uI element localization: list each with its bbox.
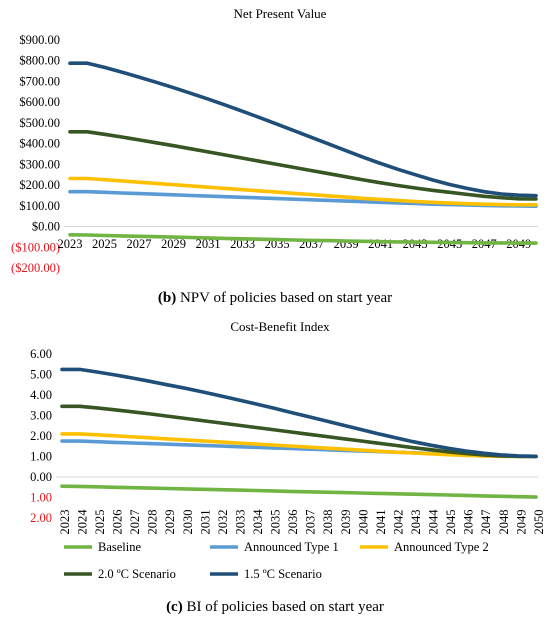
x-tick-label: 2042 <box>391 510 405 535</box>
x-tick-label: 2047 <box>479 510 493 535</box>
caption-text: NPV of policies based on start year <box>176 290 392 306</box>
x-tick-label: 2037 <box>304 510 318 535</box>
y-tick-label: 3.00 <box>30 409 52 423</box>
caption-text: BI of policies based on start year <box>183 599 384 615</box>
series-lines <box>68 61 538 245</box>
series-line <box>60 432 538 459</box>
x-tick-label: 2029 <box>161 237 186 251</box>
x-tick-label: 2050 <box>532 510 546 535</box>
y-tick-label: 5.00 <box>30 368 52 382</box>
series-line <box>68 233 538 245</box>
bi-chart: Cost-Benefit Index 6.00 5.00 4.00 3.00 2.00 1… <box>30 319 546 615</box>
caption: (b) NPV of policies based on start year <box>158 290 392 306</box>
series-line <box>60 484 538 499</box>
x-tick-label: 2039 <box>339 510 353 535</box>
x-tick-label: 2044 <box>427 509 441 535</box>
series-line <box>68 176 538 207</box>
x-tick-label: 2032 <box>216 510 230 535</box>
x-tick-label: 2041 <box>374 510 388 535</box>
x-tick-label: 2046 <box>462 510 476 535</box>
x-tick-label: 2045 <box>444 510 458 535</box>
x-tick-label: 2035 <box>269 510 283 535</box>
x-axis-labels: 2023 2024 2025 2026 2027 2028 2029 2030 2031 2032… <box>58 509 546 535</box>
caption: (c) BI of policies based on start year <box>166 599 384 615</box>
x-tick-label: 2027 <box>128 510 142 535</box>
y-tick-label: 1.00 <box>30 450 52 464</box>
y-tick-label: $900.00 <box>19 33 60 47</box>
x-tick-label: 2025 <box>93 510 107 535</box>
legend-label: Baseline <box>98 540 141 554</box>
y-tick-label: 4.00 <box>30 388 52 402</box>
x-tick-label: 2023 <box>58 237 83 251</box>
y-axis-labels: 6.00 5.00 4.00 3.00 2.00 1.00 0.00 1.00 2.00 <box>30 347 52 525</box>
chart-title: Net Present Value <box>234 6 327 21</box>
x-tick-label: 2048 <box>497 510 511 535</box>
y-tick-label: 2.00 <box>30 511 52 525</box>
legend-label: 1.5 ºC Scenario <box>244 567 322 581</box>
chart-title: Cost-Benefit Index <box>230 319 330 334</box>
series-line <box>68 130 538 201</box>
x-tick-label: 2027 <box>127 237 152 251</box>
legend-label: 2.0 ºC Scenario <box>98 567 176 581</box>
x-tick-label: 2041 <box>368 237 393 251</box>
x-tick-label: 2043 <box>409 510 423 535</box>
y-tick-label: $0.00 <box>32 220 60 234</box>
x-tick-label: 2033 <box>233 510 247 535</box>
y-tick-label: 6.00 <box>30 347 52 361</box>
x-tick-label: 2023 <box>58 510 72 535</box>
y-tick-label: $400.00 <box>19 137 60 151</box>
x-tick-label: 2031 <box>198 510 212 535</box>
y-tick-label: $300.00 <box>19 157 60 171</box>
x-tick-label: 2049 <box>514 510 528 535</box>
y-tick-label: 0.00 <box>30 470 52 484</box>
y-tick-label: $500.00 <box>19 116 60 130</box>
series-line <box>60 367 538 459</box>
y-tick-label: $800.00 <box>19 54 60 68</box>
series-lines <box>60 367 538 499</box>
x-tick-label: 2030 <box>181 510 195 535</box>
npv-chart: Net Present Value $900.00$800.00$700.00$… <box>11 6 538 306</box>
y-tick-label: $100.00 <box>19 199 60 213</box>
x-tick-label: 2029 <box>163 510 177 535</box>
series-line <box>68 61 538 198</box>
x-tick-label: 2038 <box>321 510 335 535</box>
y-tick-label: $200.00 <box>19 178 60 192</box>
y-tick-label: 1.00 <box>30 491 52 505</box>
caption-label: (b) <box>158 290 176 306</box>
y-axis-labels: $900.00 $800.00 $700.00 $600.00 $500.00 $400.… <box>11 33 60 275</box>
y-tick-label: ($200.00) <box>11 261 60 275</box>
y-tick-label: $700.00 <box>19 74 60 88</box>
x-tick-label: 2036 <box>286 510 300 535</box>
x-tick-label: 2031 <box>196 237 221 251</box>
x-tick-label: 2026 <box>111 510 125 535</box>
x-tick-label: 2034 <box>251 509 265 535</box>
x-tick-label: 2024 <box>75 509 89 535</box>
legend-label: Announced Type 2 <box>394 540 489 554</box>
x-tick-label: 2025 <box>92 237 117 251</box>
x-tick-label: 2040 <box>356 510 370 535</box>
series-line <box>60 404 538 459</box>
y-tick-label: ($100.00) <box>11 240 60 254</box>
legend: Baseline Announced Type 1 Announced Type 2… <box>64 540 489 581</box>
y-tick-label: $600.00 <box>19 95 60 109</box>
caption-label: (c) <box>166 599 183 615</box>
legend-label: Announced Type 1 <box>244 540 339 554</box>
y-tick-label: 2.00 <box>30 429 52 443</box>
x-tick-label: 2028 <box>146 510 160 535</box>
